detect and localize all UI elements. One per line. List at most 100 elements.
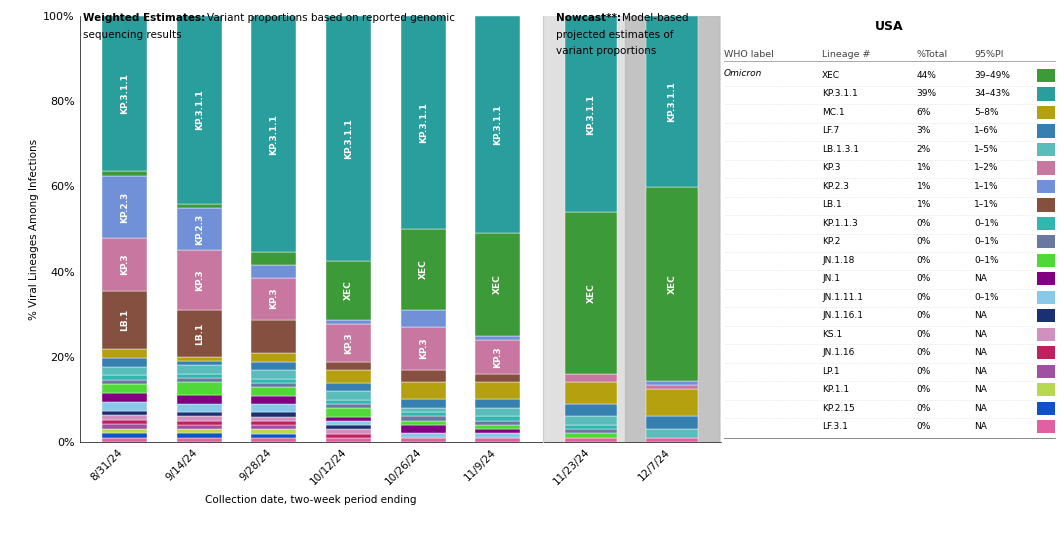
Text: KP.3: KP.3 xyxy=(269,288,279,309)
Text: 1–2%: 1–2% xyxy=(975,163,999,172)
Text: MC.1: MC.1 xyxy=(822,108,845,117)
Bar xyxy=(326,362,371,370)
Text: JN.1: JN.1 xyxy=(822,274,839,284)
Text: KP.1.1: KP.1.1 xyxy=(822,385,849,394)
Text: NA: NA xyxy=(975,422,987,431)
Bar xyxy=(251,387,296,396)
Text: KP.3: KP.3 xyxy=(494,346,502,368)
Bar xyxy=(401,399,446,408)
FancyBboxPatch shape xyxy=(1036,254,1055,267)
Bar xyxy=(401,438,446,442)
Bar xyxy=(646,16,698,188)
Bar xyxy=(565,16,617,212)
Text: XEC: XEC xyxy=(586,283,596,303)
Bar xyxy=(251,278,296,320)
Bar xyxy=(646,188,698,381)
Bar xyxy=(401,417,446,421)
Bar xyxy=(177,438,221,442)
Bar xyxy=(251,16,296,252)
Text: JN.1.16.1: JN.1.16.1 xyxy=(822,311,863,320)
Bar xyxy=(326,370,371,383)
Text: 0%: 0% xyxy=(917,385,931,394)
Bar xyxy=(401,382,446,399)
Text: NA: NA xyxy=(975,330,987,338)
Text: NA: NA xyxy=(975,348,987,357)
Bar xyxy=(102,416,147,420)
Bar xyxy=(401,370,446,382)
Bar xyxy=(102,402,147,411)
Bar xyxy=(102,420,147,424)
Y-axis label: % Viral Lineages Among Infections: % Viral Lineages Among Infections xyxy=(29,139,39,320)
Text: 2%: 2% xyxy=(917,145,931,154)
Bar xyxy=(565,425,617,429)
Text: KP.2.15: KP.2.15 xyxy=(822,404,854,413)
FancyBboxPatch shape xyxy=(1036,328,1055,341)
FancyBboxPatch shape xyxy=(1036,87,1055,101)
Bar xyxy=(565,374,617,382)
Text: sequencing results: sequencing results xyxy=(83,30,182,40)
FancyBboxPatch shape xyxy=(1036,364,1055,378)
Bar xyxy=(102,393,147,402)
FancyBboxPatch shape xyxy=(1036,235,1055,248)
Bar xyxy=(476,233,520,335)
Text: LF.3.1: LF.3.1 xyxy=(822,422,848,431)
Bar xyxy=(565,429,617,433)
Bar xyxy=(401,16,446,229)
Text: JN.1.11.1: JN.1.11.1 xyxy=(822,293,863,302)
Bar xyxy=(476,340,520,374)
Text: 39–49%: 39–49% xyxy=(975,71,1010,80)
Bar xyxy=(251,362,296,370)
Bar xyxy=(326,430,371,433)
Bar xyxy=(102,376,147,380)
Text: KP.3.1.1: KP.3.1.1 xyxy=(195,89,203,130)
Text: 5–8%: 5–8% xyxy=(975,108,999,117)
Bar xyxy=(251,370,296,379)
Bar xyxy=(177,357,221,361)
FancyBboxPatch shape xyxy=(1036,125,1055,137)
Bar xyxy=(326,400,371,404)
Text: KP.1.1.3: KP.1.1.3 xyxy=(822,219,858,228)
Bar xyxy=(476,16,520,233)
Text: 1–1%: 1–1% xyxy=(975,201,999,209)
Bar xyxy=(177,310,221,357)
Text: 1–1%: 1–1% xyxy=(975,182,999,191)
Text: Weighted Estimates:: Weighted Estimates: xyxy=(83,13,205,24)
Text: KP.3: KP.3 xyxy=(120,254,129,275)
Text: 0%: 0% xyxy=(917,330,931,338)
Text: XEC: XEC xyxy=(667,274,677,294)
Bar xyxy=(251,417,296,421)
Text: NA: NA xyxy=(975,311,987,320)
Text: XEC: XEC xyxy=(494,274,502,294)
Text: KP.3: KP.3 xyxy=(822,163,841,172)
Text: Lineage #: Lineage # xyxy=(822,50,870,59)
Bar xyxy=(326,383,371,391)
Bar xyxy=(401,425,446,433)
Bar xyxy=(326,433,371,438)
FancyBboxPatch shape xyxy=(1036,420,1055,433)
Text: 0%: 0% xyxy=(917,237,931,246)
Text: USA: USA xyxy=(876,20,904,33)
Bar xyxy=(401,310,446,327)
Bar xyxy=(625,16,719,442)
Text: KP.3.1.1: KP.3.1.1 xyxy=(120,73,129,114)
Text: 0%: 0% xyxy=(917,422,931,431)
Text: LF.7: LF.7 xyxy=(822,127,839,135)
Text: 1%: 1% xyxy=(917,182,931,191)
Text: KP.2: KP.2 xyxy=(822,237,841,246)
Text: 6%: 6% xyxy=(917,108,931,117)
Bar xyxy=(251,425,296,430)
Bar xyxy=(102,429,147,433)
FancyBboxPatch shape xyxy=(1036,106,1055,119)
Bar xyxy=(102,349,147,358)
Text: XEC: XEC xyxy=(822,71,839,80)
Text: LB.1: LB.1 xyxy=(195,322,203,344)
Text: 1%: 1% xyxy=(917,163,931,172)
Text: 95%PI: 95%PI xyxy=(975,50,1003,59)
FancyBboxPatch shape xyxy=(1036,161,1055,175)
Bar xyxy=(102,367,147,376)
Text: 0–1%: 0–1% xyxy=(975,256,999,265)
Text: 0%: 0% xyxy=(917,367,931,376)
Text: JN.1.18: JN.1.18 xyxy=(822,256,854,265)
FancyBboxPatch shape xyxy=(1036,217,1055,230)
Bar xyxy=(646,438,698,442)
